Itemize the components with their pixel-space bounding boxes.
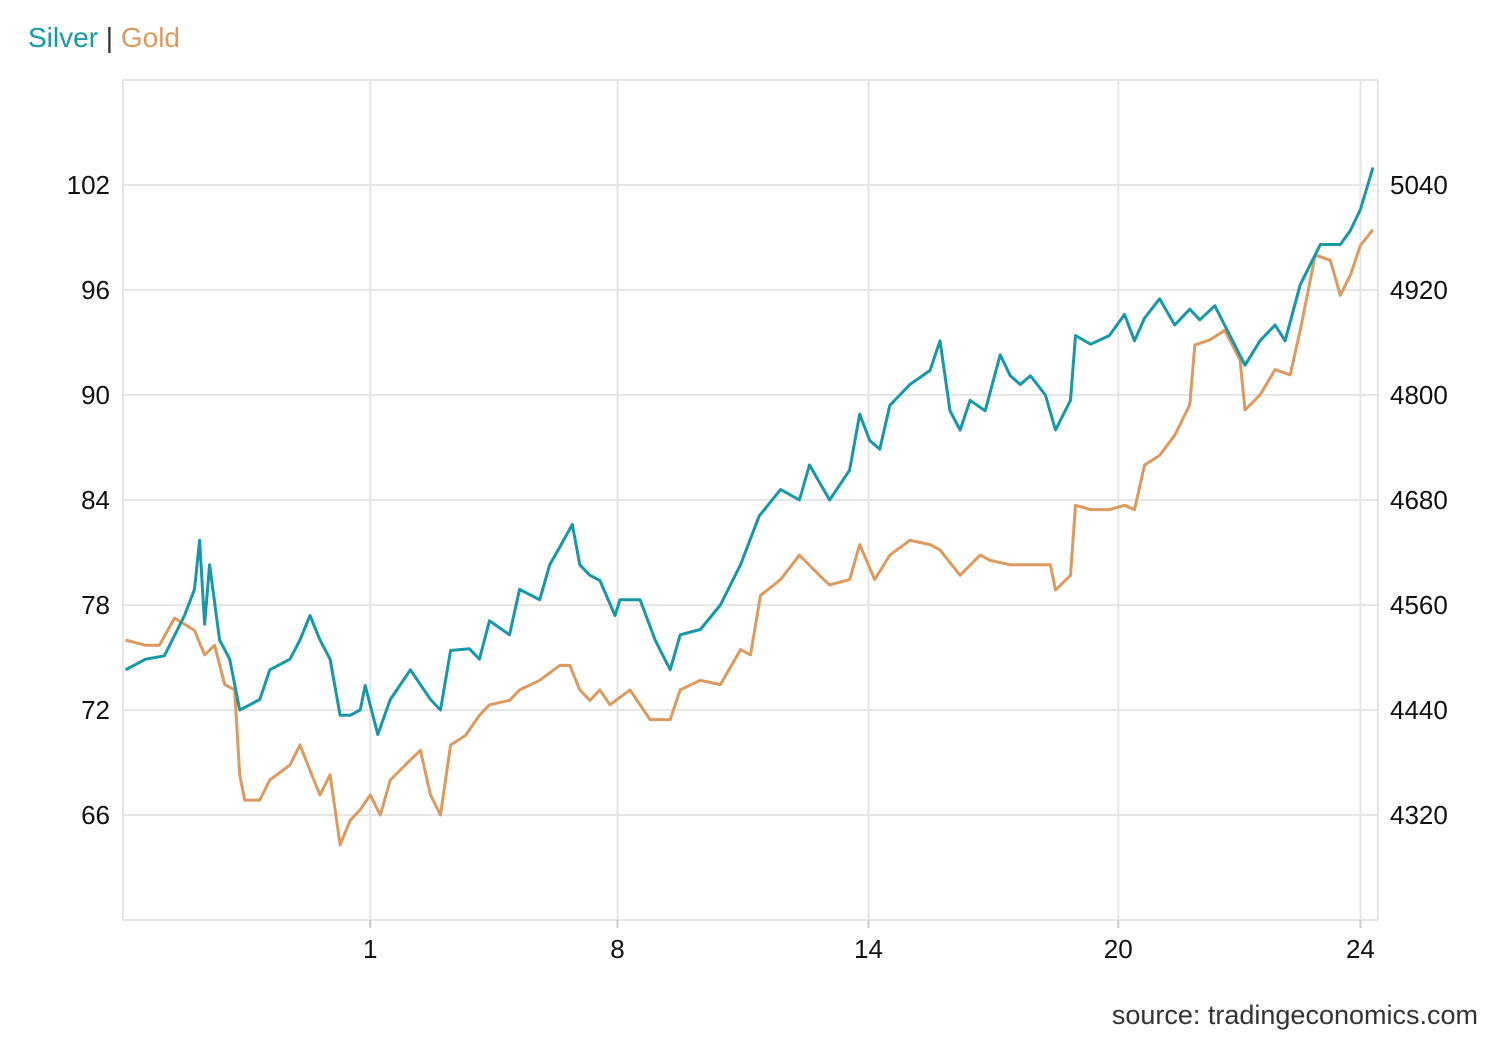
x-tick-label: 20 (1104, 934, 1133, 964)
series-lines (124, 167, 1375, 847)
legend: Silver | Gold (28, 22, 180, 54)
legend-gold[interactable]: Gold (120, 22, 181, 53)
x-tick-label: 24 (1346, 934, 1375, 964)
y-right-tick-label: 5040 (1390, 170, 1448, 200)
x-tick-label: 14 (854, 934, 883, 964)
legend-separator: | (105, 22, 114, 53)
x-tick-label: 1 (363, 934, 377, 964)
legend-silver[interactable]: Silver (28, 22, 99, 53)
y-left-tick-label: 84 (81, 485, 110, 515)
y-right-tick-label: 4440 (1390, 695, 1448, 725)
y-left-tick-label: 96 (81, 275, 110, 305)
y-right-tick-label: 4800 (1390, 380, 1448, 410)
y-left-tick-label: 66 (81, 800, 110, 830)
y-right-tick-label: 4920 (1390, 275, 1448, 305)
y-left-tick-label: 90 (81, 380, 110, 410)
y-left-tick-label: 102 (67, 170, 110, 200)
axes: 66 4320 72 4440 78 4560 84 4680 90 4800 96 4920 102 5… (67, 80, 1448, 964)
series-line-gold (125, 228, 1375, 847)
y-left-tick-label: 72 (81, 695, 110, 725)
series-line-silver (124, 167, 1375, 736)
x-tick-label: 8 (610, 934, 624, 964)
y-right-tick-label: 4320 (1390, 800, 1448, 830)
grid (123, 79, 1378, 920)
y-right-tick-label: 4680 (1390, 485, 1448, 515)
y-right-tick-label: 4560 (1390, 590, 1448, 620)
y-left-tick-label: 78 (81, 590, 110, 620)
source-label[interactable]: source: tradingeconomics.com (1111, 1000, 1478, 1030)
